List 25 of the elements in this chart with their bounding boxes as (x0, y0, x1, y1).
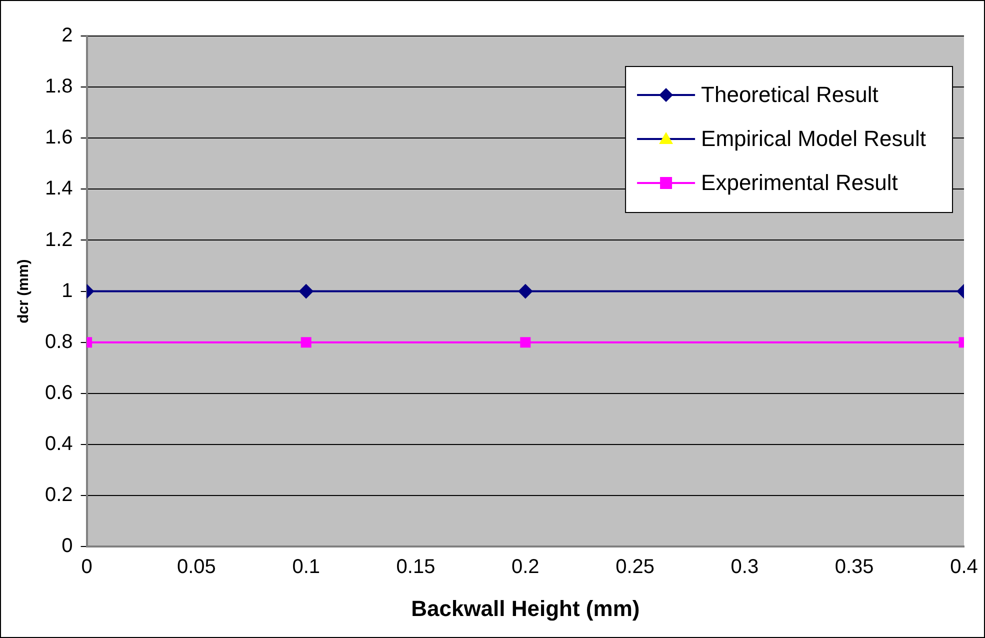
x-tick-label: 0.25 (616, 556, 655, 578)
x-tick-label: 0.2 (511, 556, 540, 578)
x-axis-title: Backwall Height (mm) (411, 596, 640, 621)
y-axis-title: dcr (mm) (15, 259, 32, 324)
y-tick-label: 2 (62, 24, 73, 47)
y-tick-label: 1.4 (44, 178, 73, 200)
legend-label: Empirical Model Result (701, 126, 926, 152)
y-tick-label: 0 (62, 535, 73, 558)
x-tick-label: 0.3 (730, 556, 759, 578)
x-tick-label: 0.35 (834, 556, 874, 578)
y-tick-label: 0.4 (44, 432, 73, 455)
x-tick-label: 0.05 (176, 556, 216, 578)
y-tick-label: 1 (62, 280, 73, 302)
y-tick-label: 1.8 (44, 76, 73, 98)
legend-label: Experimental Result (701, 170, 898, 196)
y-tick-label: 1.6 (44, 126, 73, 149)
y-tick-label: 0.2 (44, 484, 73, 506)
x-tick-label: 0.4 (950, 556, 978, 578)
legend-label: Theoretical Result (701, 82, 878, 108)
x-tick-label: 0 (81, 556, 92, 578)
y-tick-label: 1.2 (44, 228, 73, 251)
y-tick-label: 0.6 (44, 382, 73, 404)
x-tick-label: 0.1 (292, 556, 320, 578)
x-tick-label: 0.15 (396, 556, 436, 578)
y-tick-label: 0.8 (44, 330, 73, 353)
